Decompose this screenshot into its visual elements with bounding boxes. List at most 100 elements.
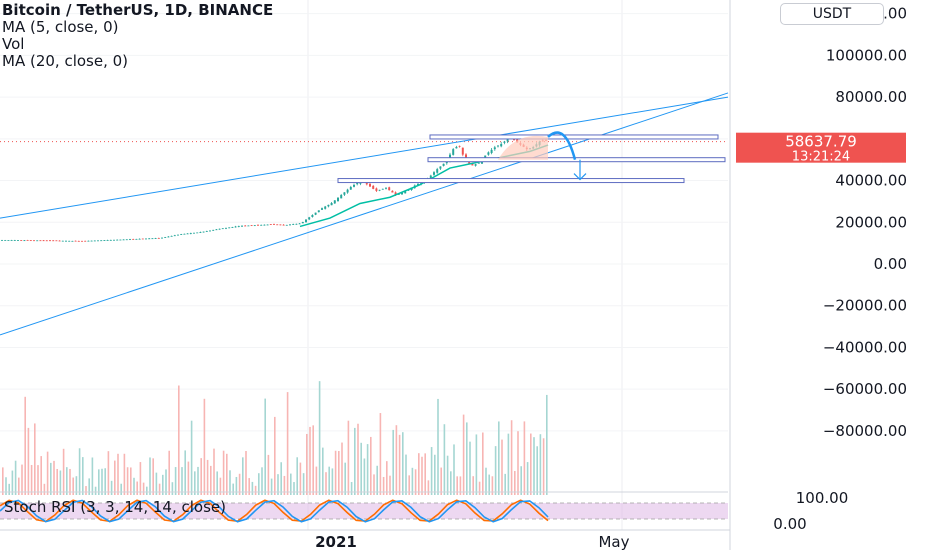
volume-bar [123, 453, 126, 495]
volume-bar [72, 477, 74, 495]
volume-bar [46, 451, 49, 495]
candle-up [113, 239, 115, 241]
volume-bar [546, 394, 548, 495]
volume-bar [152, 458, 154, 495]
volume-bar [459, 476, 462, 495]
candle-up [327, 204, 330, 207]
candle-up [263, 224, 266, 226]
volume-bar [56, 468, 58, 495]
candle-up [135, 238, 138, 240]
candle-up [503, 141, 506, 143]
volume-bar [309, 426, 311, 495]
candle-up [381, 188, 384, 190]
candle-up [180, 234, 183, 235]
candle-up [36, 240, 39, 242]
volume-bar [37, 465, 39, 495]
candle-up [1, 240, 3, 241]
candle-up [93, 240, 96, 242]
volume-bar [210, 465, 212, 495]
candle-up [429, 175, 432, 180]
drawings [0, 92, 729, 336]
volume-bar [219, 477, 222, 495]
volume-bar [50, 462, 52, 495]
legend-ma20: MA (20, close, 0) [2, 52, 129, 70]
volume-bar [395, 425, 398, 495]
candle-up [401, 192, 403, 195]
volume-bar [277, 474, 279, 495]
volume-bar [357, 423, 359, 495]
volume-bar [414, 469, 417, 495]
candle-down [49, 240, 51, 242]
volume-bar [501, 439, 503, 495]
level-box-0 [429, 134, 719, 140]
volume-bar [110, 480, 113, 495]
y-tick-label: 20000.00 [835, 213, 907, 231]
volume-bar [139, 462, 142, 495]
candle-down [29, 240, 32, 242]
candle-up [353, 184, 355, 187]
candle-up [109, 239, 112, 241]
volume-bar [366, 444, 369, 495]
volume-bar [299, 462, 302, 495]
candle-up [68, 240, 71, 242]
volume-bar [200, 458, 202, 495]
candle-down [74, 240, 77, 242]
volume-bar [507, 433, 510, 495]
volume-bar [328, 466, 330, 495]
candle-up [477, 162, 480, 164]
volume-bar [536, 446, 538, 495]
candle-up [205, 231, 208, 232]
candle-up [221, 228, 224, 230]
volume-bar [136, 481, 138, 495]
volume-bar [206, 459, 209, 495]
candle-down [42, 240, 45, 242]
volume-bar [437, 398, 439, 495]
volume-bar [184, 450, 186, 495]
volume-bar [389, 475, 391, 495]
volume-bar [475, 434, 478, 495]
volume-bar [229, 470, 231, 495]
candle-down [141, 238, 144, 240]
volume-bar [43, 483, 46, 495]
currency-button[interactable]: USDT [780, 3, 884, 25]
candle-up [231, 226, 234, 228]
candle-up [148, 238, 151, 240]
volume-bar [235, 476, 238, 495]
candle-up [506, 138, 509, 142]
volume-bar [478, 481, 481, 495]
volume-bar [286, 392, 289, 495]
last-price-label: 58637.79 [785, 133, 857, 151]
level-box-1 [427, 157, 726, 163]
candle-up [23, 240, 26, 242]
volume-bar [126, 467, 129, 495]
volume-bar [101, 468, 103, 495]
volume-bar [171, 482, 174, 495]
candle-up [212, 229, 215, 231]
volume-bar [40, 456, 42, 495]
y-tick-label: 0.00 [874, 255, 907, 273]
legend-vol: Vol [2, 35, 25, 53]
volume-bar [82, 457, 84, 495]
candle-down [391, 190, 394, 193]
candle-down [388, 187, 391, 191]
candle-up [151, 238, 154, 240]
volume-bar [168, 450, 170, 495]
candle-up [295, 223, 298, 225]
candle-up [330, 203, 333, 206]
candle-up [202, 231, 205, 233]
volume-bar [306, 433, 308, 495]
volume-bar [254, 485, 257, 495]
volume-bar [347, 420, 350, 495]
volume-bar [194, 471, 196, 495]
candle-up [145, 238, 147, 240]
volume-bar [498, 421, 500, 495]
volume-bar [158, 483, 161, 495]
volume-bar [514, 470, 516, 495]
candle-up [106, 240, 109, 241]
volume-bar [293, 482, 295, 495]
candle-up [138, 238, 141, 240]
volume-bar [520, 466, 522, 495]
y-tick-label: −20000.00 [823, 297, 907, 315]
candle-down [375, 188, 378, 191]
